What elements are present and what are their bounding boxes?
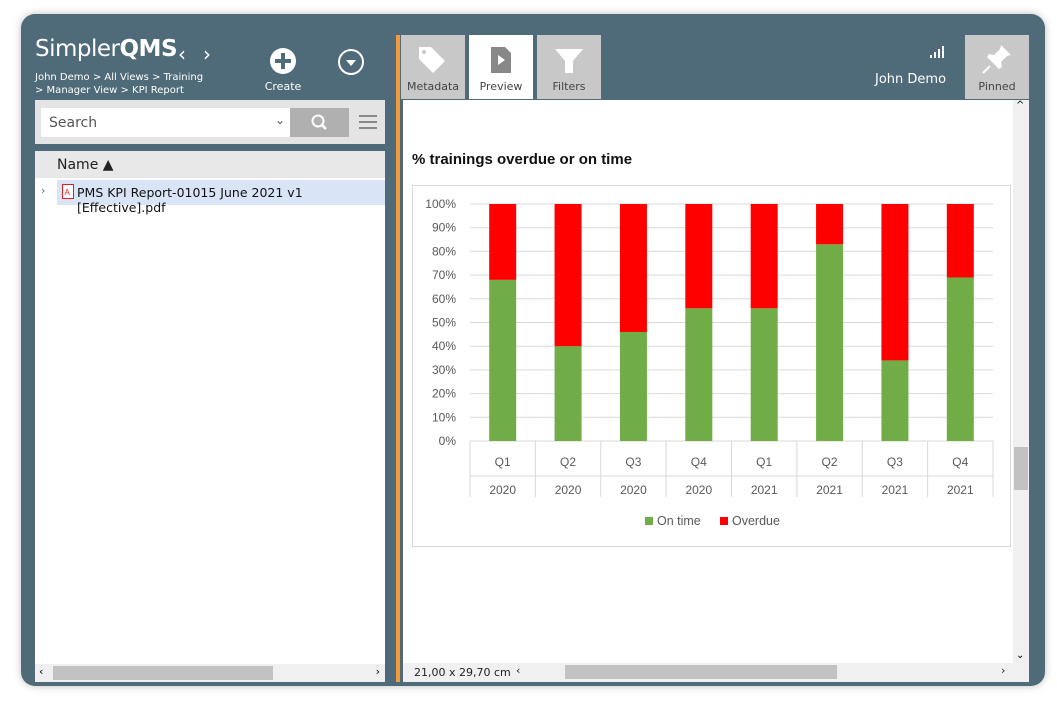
filter-settings-icon[interactable] [358,112,378,132]
y-tick-label: 80% [432,244,456,258]
legend-label: On time [657,514,701,528]
bar-overdue [554,204,582,347]
breadcrumb[interactable]: John Demo > All Views > Training [35,72,204,83]
bar-on-time [619,331,647,441]
bar-on-time [881,360,909,441]
svg-text:A: A [65,188,71,197]
y-tick-label: 10% [432,410,456,424]
forward-button[interactable]: › [203,42,211,66]
pinned-button[interactable]: Pinned [965,35,1029,99]
search-button[interactable] [290,108,349,137]
x-tick-label: Q3 [625,455,641,469]
logo: SimplerQMS [35,36,178,62]
chart-title: % trainings overdue or on time [412,151,633,168]
x-tick-year: 2021 [882,483,909,497]
expand-chevron-icon[interactable]: › [41,184,46,197]
bar-overdue [489,204,517,280]
bar-on-time [685,308,713,441]
tab-metadata[interactable]: Metadata [401,35,465,99]
signal-icon [930,46,944,58]
y-tick-label: 60% [432,292,456,306]
x-tick-year: 2021 [816,483,843,497]
filter-icon [555,49,583,73]
bar-on-time [489,279,517,441]
pin-icon [982,45,1011,74]
x-tick-label: Q1 [756,455,772,469]
back-button[interactable]: ‹ [178,42,186,66]
left-horizontal-scrollbar[interactable]: ‹ › [35,664,385,682]
pdf-icon: A [62,184,74,199]
breadcrumb-2[interactable]: > Manager View > KPI Report [35,85,184,96]
bar-on-time [554,346,582,441]
chart: 0% 10% 20% 30% 40% 50% 60% 70% 80% 90% 100% Q1 2020 Q… [412,185,1011,547]
tab-preview[interactable]: Preview [469,35,533,99]
x-tick-year: 2020 [620,483,647,497]
y-tick-label: 30% [432,363,456,377]
x-tick-year: 2020 [685,483,712,497]
y-tick-label: 100% [425,197,456,211]
legend-label: Overdue [732,514,780,528]
list-item[interactable]: PMS KPI Report-01015 June 2021 v1 [Effec… [57,180,385,215]
name-column-header[interactable]: Name ▲ [35,151,385,178]
bar-on-time [750,308,778,441]
bar-overdue [946,204,974,278]
bar-overdue [619,204,647,332]
bar-overdue [750,204,778,309]
create-icon[interactable] [269,47,297,75]
x-tick-label: Q2 [822,455,838,469]
vertical-scrollbar[interactable]: ^ ⌄ [1013,100,1029,663]
y-tick-label: 50% [432,316,456,330]
legend-swatch [645,517,653,525]
status-bar: 21,00 x 29,70 cm ‹ › [403,663,1029,682]
y-tick-label: 90% [432,221,456,235]
bar-on-time [816,244,844,441]
horizontal-scrollbar-thumb[interactable] [565,665,837,679]
tag-icon [419,47,445,73]
tab-filters[interactable]: Filters [537,35,601,99]
dropdown-circle-icon[interactable] [337,48,365,76]
bar-on-time [946,277,974,441]
x-tick-year: 2021 [751,483,778,497]
chevron-down-icon[interactable]: ⌄ [275,113,286,127]
search-icon [311,114,327,130]
x-tick-label: Q4 [952,455,968,469]
x-tick-label: Q3 [887,455,903,469]
search-input[interactable]: Search [41,108,290,137]
y-tick-label: 40% [432,339,456,353]
x-tick-label: Q4 [691,455,707,469]
x-tick-label: Q2 [560,455,576,469]
x-tick-label: Q1 [495,455,511,469]
x-tick-year: 2020 [555,483,582,497]
y-tick-label: 20% [432,387,456,401]
y-tick-label: 70% [432,268,456,282]
bar-overdue [881,204,909,361]
legend-swatch [720,517,728,525]
file-list [35,151,385,681]
bar-overdue [685,204,713,309]
splitter[interactable] [396,35,400,682]
create-button[interactable]: Create [264,80,302,93]
page-size: 21,00 x 29,70 cm [414,666,511,679]
user-name[interactable]: John Demo [875,72,947,87]
y-tick-label: 0% [439,434,457,448]
preview-icon [491,47,511,73]
x-tick-year: 2021 [947,483,974,497]
bar-overdue [816,204,844,245]
x-tick-year: 2020 [489,483,516,497]
